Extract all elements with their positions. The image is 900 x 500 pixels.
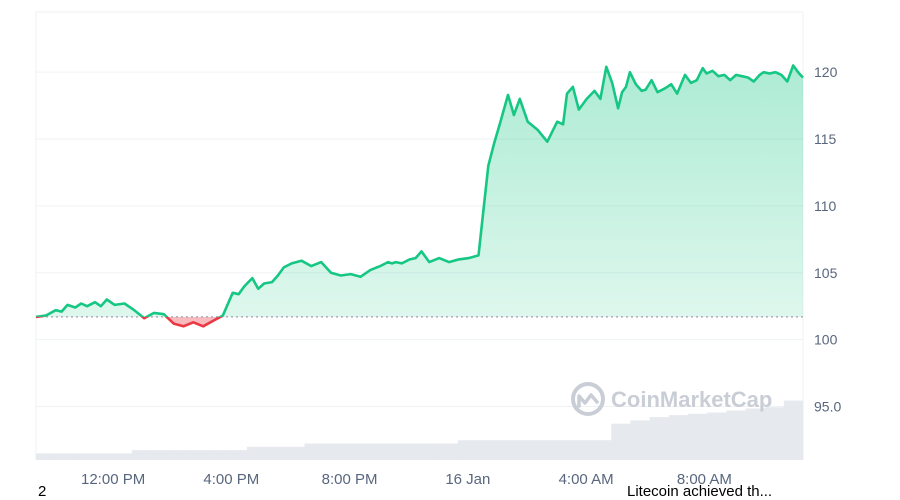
volume-bar	[515, 440, 535, 460]
y-axis: 120 115 110 105 100 95.0	[814, 64, 841, 414]
volume-bar	[170, 450, 190, 460]
volume-bar	[572, 440, 593, 460]
x-tick-label: 16 Jan	[445, 471, 490, 488]
volume-bar	[55, 453, 75, 460]
volume-bar	[745, 408, 766, 460]
volume-bar	[266, 446, 286, 460]
volume-bar	[131, 450, 152, 460]
price-line-down	[36, 316, 224, 328]
volume-bar	[285, 446, 305, 460]
watermark: CoinMarketCap	[571, 382, 772, 416]
price-line-up	[35, 64, 804, 317]
volume-bar	[208, 450, 229, 460]
volume-bar	[534, 440, 555, 460]
volume-bar	[649, 417, 670, 460]
volume-bar	[112, 453, 133, 460]
y-tick-label: 110	[814, 198, 837, 214]
footer-news-link[interactable]: Litecoin achieved th...	[627, 483, 773, 500]
x-tick-label: 8:00 AM	[677, 471, 732, 488]
volume-bar	[304, 443, 325, 460]
watermark-text: CoinMarketCap	[611, 387, 772, 412]
volume-bar	[246, 446, 267, 460]
volume-bar	[726, 410, 746, 460]
price-area	[36, 65, 803, 327]
volume-bar	[687, 413, 708, 460]
footer-left-text: 2	[38, 483, 47, 500]
price-line	[35, 64, 804, 328]
volume-bar	[611, 423, 631, 460]
volume-bar	[592, 440, 612, 460]
volume-bar	[438, 443, 459, 460]
volume-bar	[764, 407, 785, 460]
y-tick-label: 100	[814, 332, 838, 348]
y-tick-label: 115	[814, 131, 837, 147]
price-area-down	[142, 316, 221, 327]
volume-bar	[553, 440, 574, 460]
volume-bar	[361, 443, 382, 460]
volume-bars	[36, 400, 804, 460]
coinmarketcap-logo-icon	[571, 382, 605, 416]
x-tick-label: 4:00 PM	[203, 471, 259, 488]
volume-bar	[707, 412, 727, 460]
y-tick-label: 95.0	[814, 399, 841, 415]
volume-bar	[457, 440, 478, 460]
volume-bar	[381, 443, 401, 460]
volume-bar	[36, 453, 56, 460]
volume-bar	[151, 450, 171, 460]
volume-bar	[630, 420, 650, 460]
y-tick-label: 105	[814, 265, 838, 281]
volume-bar	[74, 453, 94, 460]
x-axis: 12:00 PM 4:00 PM 8:00 PM 16 Jan 4:00 AM 8:00 …	[81, 471, 732, 488]
volume-bar	[668, 415, 689, 460]
volume-bar	[323, 443, 344, 460]
volume-bar	[400, 443, 420, 460]
volume-bar	[342, 443, 363, 460]
volume-bar	[496, 440, 516, 460]
x-tick-label: 4:00 AM	[559, 471, 614, 488]
y-tick-label: 120	[814, 64, 838, 80]
volume-bar	[419, 443, 440, 460]
price-area-up	[36, 65, 803, 317]
volume-bar	[189, 450, 209, 460]
volume-bar	[783, 400, 804, 460]
x-tick-label: 8:00 PM	[322, 471, 378, 488]
volume-bar	[93, 453, 114, 460]
volume-bar	[477, 440, 497, 460]
volume-bar	[227, 450, 248, 460]
x-tick-label: 12:00 PM	[81, 471, 145, 488]
